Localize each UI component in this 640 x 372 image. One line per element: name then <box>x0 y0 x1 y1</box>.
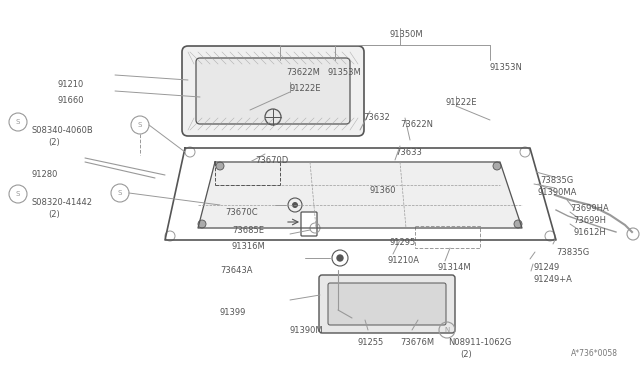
Text: A*736*0058: A*736*0058 <box>571 349 618 358</box>
Text: 91350M: 91350M <box>390 30 424 39</box>
Text: 91222E: 91222E <box>446 98 477 107</box>
Text: 73633: 73633 <box>395 148 422 157</box>
Text: 73632: 73632 <box>363 113 390 122</box>
Circle shape <box>493 162 501 170</box>
Text: (2): (2) <box>460 350 472 359</box>
Text: N08911-1062G: N08911-1062G <box>448 338 511 347</box>
Text: 91353M: 91353M <box>328 68 362 77</box>
Text: S08320-41442: S08320-41442 <box>32 198 93 207</box>
Text: 91360: 91360 <box>370 186 397 195</box>
Text: 91353N: 91353N <box>490 63 523 72</box>
Text: 73835G: 73835G <box>556 248 589 257</box>
Text: 73685E: 73685E <box>232 226 264 235</box>
Text: (2): (2) <box>48 210 60 219</box>
Text: 73622M: 73622M <box>286 68 320 77</box>
Text: 73670C: 73670C <box>225 208 258 217</box>
Text: 73835G: 73835G <box>540 176 573 185</box>
Text: 91222E: 91222E <box>290 84 321 93</box>
Text: S: S <box>16 119 20 125</box>
Text: 91249+A: 91249+A <box>533 275 572 284</box>
Text: 91399: 91399 <box>220 308 246 317</box>
Text: (2): (2) <box>48 138 60 147</box>
Text: 73699HA: 73699HA <box>570 204 609 213</box>
Text: S: S <box>118 190 122 196</box>
FancyBboxPatch shape <box>301 212 317 236</box>
Text: 91249: 91249 <box>534 263 560 272</box>
Text: 91210A: 91210A <box>388 256 420 265</box>
Text: 91390MA: 91390MA <box>538 188 577 197</box>
Text: 73676M: 73676M <box>400 338 434 347</box>
Text: 91390M: 91390M <box>290 326 324 335</box>
Text: 91255: 91255 <box>358 338 384 347</box>
Text: 73670D: 73670D <box>255 156 288 165</box>
Circle shape <box>337 255 343 261</box>
Text: 91210: 91210 <box>58 80 84 89</box>
Text: 73643A: 73643A <box>220 266 253 275</box>
Text: 91295: 91295 <box>390 238 416 247</box>
FancyBboxPatch shape <box>182 46 364 136</box>
FancyBboxPatch shape <box>328 283 446 325</box>
Text: S: S <box>16 191 20 197</box>
Text: N: N <box>444 327 450 333</box>
Text: 73699H: 73699H <box>573 216 606 225</box>
Circle shape <box>198 220 206 228</box>
FancyBboxPatch shape <box>196 58 350 124</box>
Circle shape <box>514 220 522 228</box>
Text: 91612H: 91612H <box>573 228 605 237</box>
Text: 73622N: 73622N <box>400 120 433 129</box>
Text: 91660: 91660 <box>58 96 84 105</box>
Text: 91314M: 91314M <box>438 263 472 272</box>
Text: S: S <box>138 122 142 128</box>
Polygon shape <box>198 162 522 228</box>
Circle shape <box>216 162 224 170</box>
Text: S08340-4060B: S08340-4060B <box>32 126 93 135</box>
Circle shape <box>292 202 298 208</box>
FancyBboxPatch shape <box>319 275 455 333</box>
Text: 91316M: 91316M <box>232 242 266 251</box>
Text: 91280: 91280 <box>32 170 58 179</box>
